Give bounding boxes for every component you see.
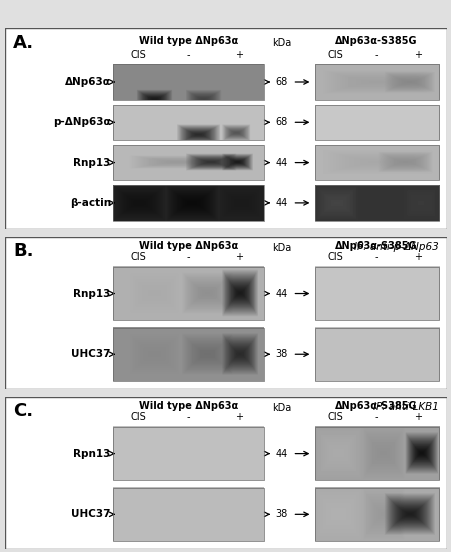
Text: -: - <box>374 50 377 60</box>
Bar <box>314 145 437 181</box>
Bar <box>314 427 437 480</box>
Bar <box>113 427 263 480</box>
Text: UHC37: UHC37 <box>71 509 110 519</box>
Bar <box>113 427 263 480</box>
Bar <box>314 267 437 320</box>
Text: 44: 44 <box>275 289 287 299</box>
Text: 68: 68 <box>275 117 287 128</box>
Bar <box>113 327 263 381</box>
Text: Rpn13: Rpn13 <box>74 449 110 459</box>
Text: -: - <box>186 50 190 60</box>
Text: p-ΔNp63α: p-ΔNp63α <box>53 117 110 128</box>
Bar <box>314 185 437 221</box>
Bar <box>113 145 263 181</box>
Text: 44: 44 <box>275 198 287 208</box>
Bar <box>113 104 263 140</box>
Text: 44: 44 <box>275 449 287 459</box>
Bar <box>314 64 437 100</box>
Text: C.: C. <box>14 402 33 420</box>
Text: +: + <box>413 252 421 262</box>
Text: +: + <box>234 50 242 60</box>
Text: CIS: CIS <box>130 50 146 60</box>
Bar <box>113 64 263 100</box>
Text: kDa: kDa <box>271 402 290 413</box>
Bar <box>314 487 437 541</box>
Text: 44: 44 <box>275 157 287 168</box>
Bar <box>113 185 263 221</box>
Text: A.: A. <box>14 34 34 52</box>
Bar <box>113 267 263 320</box>
Bar <box>113 487 263 541</box>
Text: IP: anti-LKB1: IP: anti-LKB1 <box>372 402 437 412</box>
Text: kDa: kDa <box>271 242 290 252</box>
Text: UHC37: UHC37 <box>71 349 110 359</box>
Text: ΔNp63α-S385G: ΔNp63α-S385G <box>335 36 417 46</box>
Text: CIS: CIS <box>327 50 342 60</box>
Bar <box>314 267 437 320</box>
Bar <box>314 327 437 381</box>
Text: B.: B. <box>14 242 34 260</box>
Bar <box>314 427 437 480</box>
Text: -: - <box>374 252 377 262</box>
Text: Rnp13: Rnp13 <box>74 157 110 168</box>
Text: CIS: CIS <box>130 412 146 422</box>
Text: CIS: CIS <box>130 252 146 262</box>
Text: Wild type ΔNp63α: Wild type ΔNp63α <box>138 36 237 46</box>
Bar <box>113 145 263 181</box>
Text: kDa: kDa <box>271 38 290 47</box>
Bar <box>314 64 437 100</box>
Text: 38: 38 <box>275 509 287 519</box>
Text: Wild type ΔNp63α: Wild type ΔNp63α <box>138 401 237 411</box>
Bar <box>314 185 437 221</box>
Text: 38: 38 <box>275 349 287 359</box>
Text: +: + <box>413 50 421 60</box>
Bar <box>314 145 437 181</box>
Text: Wild type ΔNp63α: Wild type ΔNp63α <box>138 241 237 251</box>
Text: β-actin: β-actin <box>69 198 110 208</box>
Bar <box>314 104 437 140</box>
Text: CIS: CIS <box>327 252 342 262</box>
Text: +: + <box>234 412 242 422</box>
Bar <box>113 185 263 221</box>
Bar <box>113 104 263 140</box>
Text: -: - <box>374 412 377 422</box>
Text: 68: 68 <box>275 77 287 87</box>
Bar <box>113 327 263 381</box>
Text: +: + <box>234 252 242 262</box>
Text: IP: anti-p-ΔNp63: IP: anti-p-ΔNp63 <box>353 242 437 252</box>
Text: Rnp13: Rnp13 <box>74 289 110 299</box>
Bar <box>113 487 263 541</box>
Text: -: - <box>186 252 190 262</box>
Text: ΔNp63α: ΔNp63α <box>65 77 110 87</box>
Text: CIS: CIS <box>327 412 342 422</box>
Bar <box>314 487 437 541</box>
Text: +: + <box>413 412 421 422</box>
Bar <box>113 267 263 320</box>
Text: ΔNp63α-S385G: ΔNp63α-S385G <box>335 401 417 411</box>
Bar <box>113 64 263 100</box>
Text: ΔNp63α-S385G: ΔNp63α-S385G <box>335 241 417 251</box>
Bar <box>314 104 437 140</box>
Text: -: - <box>186 412 190 422</box>
Bar <box>314 327 437 381</box>
